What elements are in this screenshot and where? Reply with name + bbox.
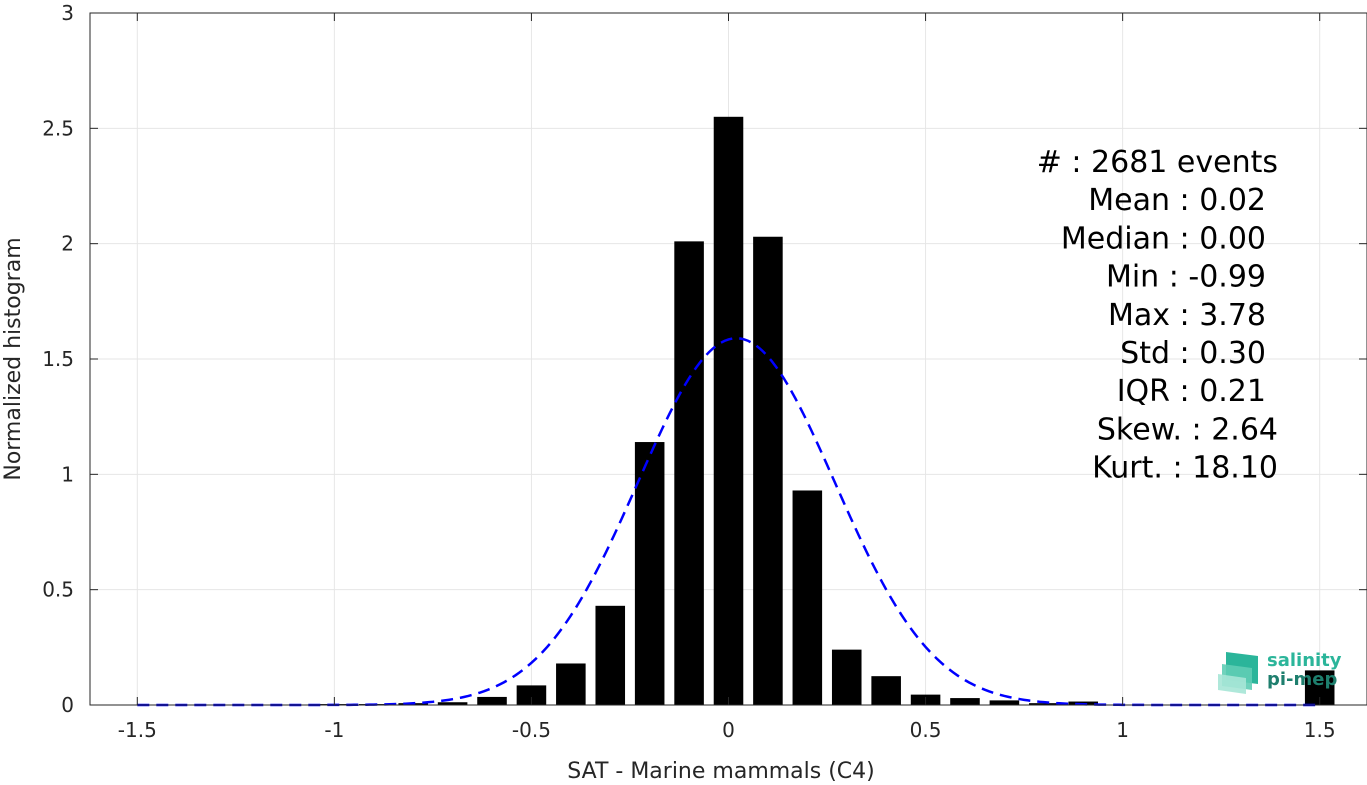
y-tick-label: 2.5 (42, 116, 74, 140)
stat-max: Max : 3.78 (1108, 298, 1266, 333)
x-axis-label: SAT - Marine mammals (C4) (567, 759, 875, 784)
logo-icon (1218, 652, 1258, 694)
histogram-bar (437, 702, 468, 705)
x-tick-labels: -1.5 -1 -0.5 0 0.5 1 1.5 (118, 718, 1336, 742)
x-tick-label: -1 (324, 718, 344, 742)
stat-mean: Mean : 0.02 (1088, 183, 1266, 218)
stat-median: Median : 0.00 (1061, 221, 1266, 256)
y-tick-label: 0 (61, 693, 74, 717)
histogram-bars (319, 116, 1335, 706)
stat-kurt: Kurt. : 18.10 (1092, 451, 1278, 486)
histogram-bar (950, 698, 980, 705)
stat-count: # : 2681 events (1037, 145, 1278, 180)
y-axis-label: Normalized histogram (1, 237, 26, 480)
x-tick-label: -0.5 (512, 718, 551, 742)
y-tick-label: 0.5 (42, 578, 74, 602)
y-tick-label: 3 (61, 1, 74, 25)
histogram-bar (831, 649, 862, 705)
logo-text-salinity: salinity (1267, 650, 1342, 671)
y-tick-labels: 0 0.5 1 1.5 2 2.5 3 (42, 1, 74, 717)
x-tick-label: -1.5 (118, 718, 157, 742)
y-tick-label: 1 (61, 462, 74, 486)
stat-iqr: IQR : 0.21 (1117, 374, 1266, 409)
x-tick-label: 1 (1116, 718, 1129, 742)
histogram-bar (989, 700, 1020, 705)
histogram-bar (634, 442, 665, 705)
histogram-bar (595, 605, 626, 705)
stat-skew: Skew. : 2.64 (1097, 412, 1278, 447)
y-tick-label: 1.5 (42, 347, 74, 371)
histogram-bar (753, 236, 783, 705)
x-tick-label: 0 (722, 718, 735, 742)
histogram-bar (556, 663, 586, 705)
histogram-bar (871, 676, 901, 705)
histogram-bar (477, 696, 507, 705)
axis-ticks (90, 12, 1367, 706)
stat-std: Std : 0.30 (1120, 336, 1266, 371)
histogram-bar (674, 241, 704, 706)
stat-min: Min : -0.99 (1106, 260, 1266, 295)
salinity-pimep-logo: salinity pi-mep (1218, 650, 1342, 694)
histogram-bar (516, 685, 547, 705)
histogram-bar (1029, 703, 1059, 705)
y-tick-label: 2 (61, 232, 74, 256)
x-tick-label: 1.5 (1304, 718, 1336, 742)
histogram-bar (713, 116, 744, 706)
histogram-bar (792, 490, 823, 705)
logo-text-pimep: pi-mep (1267, 669, 1337, 690)
x-tick-label: 0.5 (910, 718, 942, 742)
